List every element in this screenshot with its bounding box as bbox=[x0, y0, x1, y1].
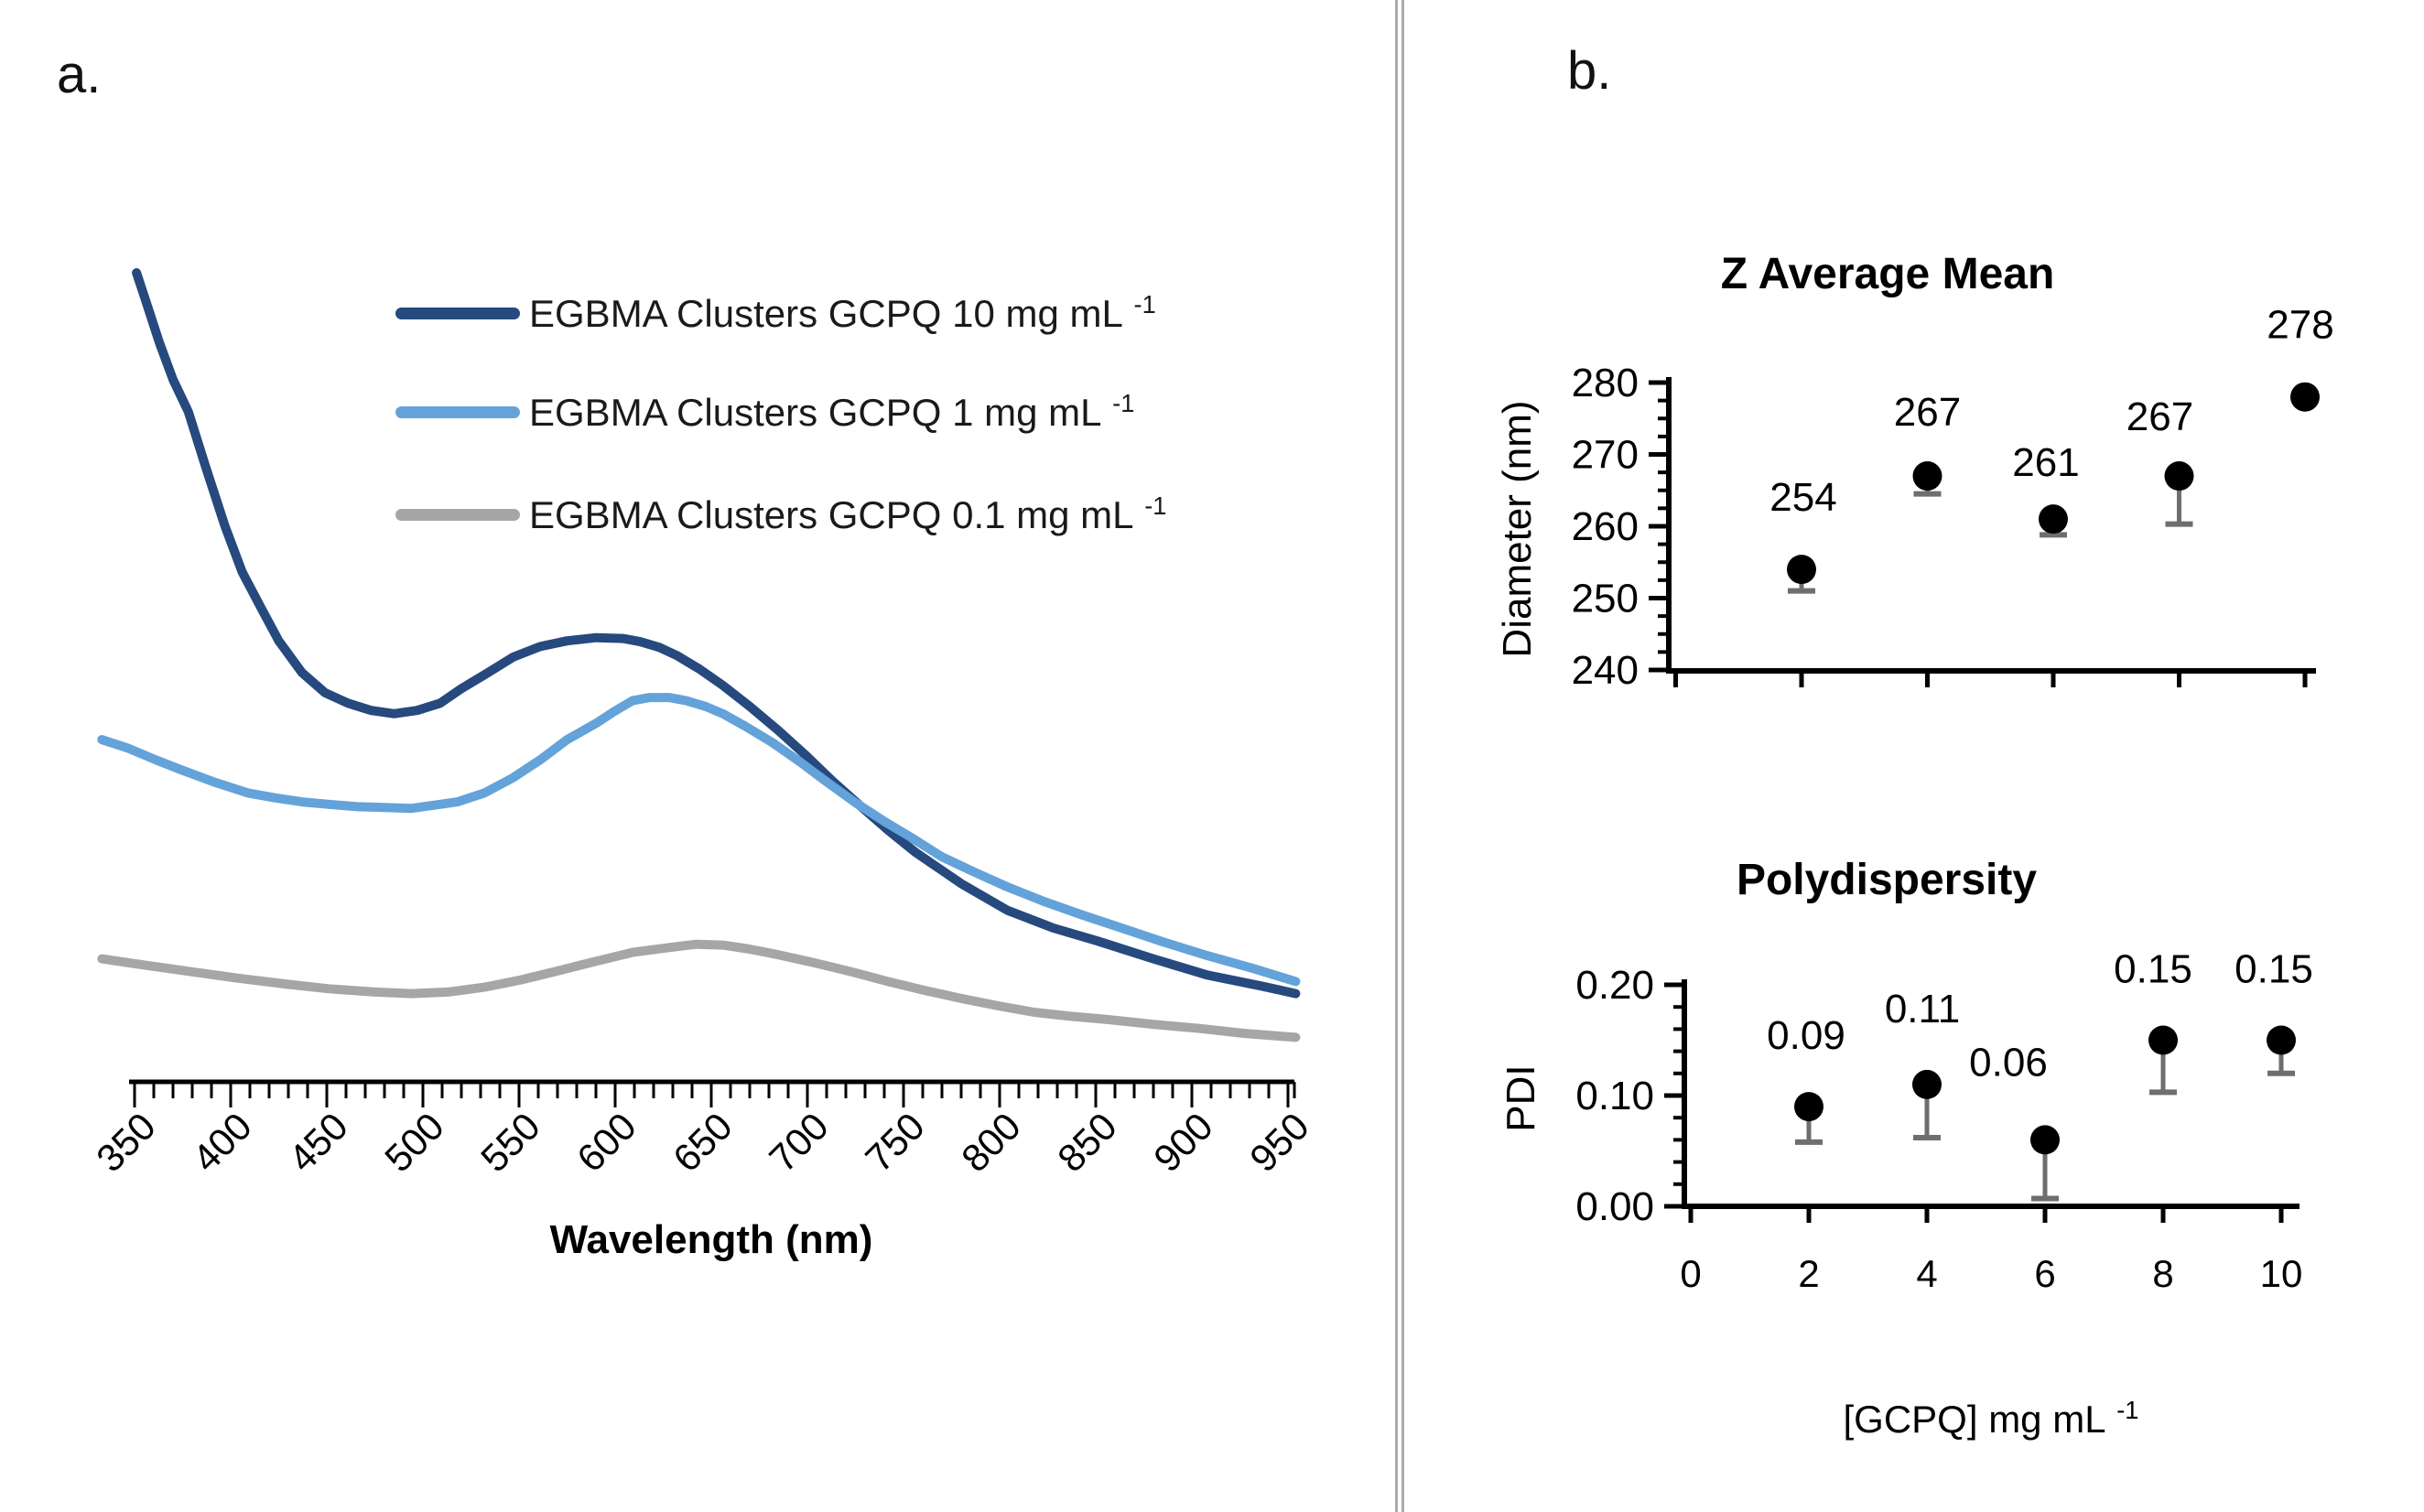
z_average_mean-y-tick-label: 250 bbox=[1572, 577, 1639, 621]
z_average_mean-data-label: 267 bbox=[1894, 390, 1961, 435]
spectra-x-tick-label: 950 bbox=[1241, 1105, 1317, 1181]
legend-item-01mg: EGBMA Clusters GCPQ 0.1 mg mL -1 bbox=[395, 489, 1166, 540]
polydispersity-y-tick-label: 0.10 bbox=[1575, 1074, 1654, 1118]
polydispersity-x-tick-label: 6 bbox=[2034, 1252, 2055, 1295]
polydispersity-data-label: 0.11 bbox=[1885, 987, 1960, 1031]
z_average_mean-data-label: 278 bbox=[2267, 303, 2333, 348]
polydispersity-data-label: 0.15 bbox=[2114, 947, 2192, 992]
polydispersity-x-tick-label: 8 bbox=[2152, 1252, 2173, 1295]
legend-item-10mg: EGBMA Clusters GCPQ 10 mg mL -1 bbox=[395, 287, 1156, 339]
z_average_mean-point bbox=[1787, 555, 1816, 585]
z_average_mean-y-tick-label: 260 bbox=[1572, 504, 1639, 549]
spectra-x-tick-label: 800 bbox=[953, 1105, 1029, 1181]
legend-swatch-lightblue bbox=[395, 405, 520, 418]
gcpq-axis-title: [GCPQ] mg mL -1 bbox=[1843, 1396, 2139, 1441]
panel-divider-line bbox=[1395, 0, 1398, 1512]
polydispersity-point bbox=[2267, 1025, 2296, 1055]
polydispersity-point bbox=[2030, 1125, 2060, 1155]
spectra-series-2 bbox=[97, 939, 1301, 1042]
polydispersity-x-tick-label: 4 bbox=[1916, 1252, 1937, 1295]
polydispersity-point bbox=[1912, 1069, 1942, 1099]
legend-label: EGBMA Clusters GCPQ 1 mg mL -1 bbox=[529, 389, 1135, 434]
polydispersity-y-tick-label: 0.20 bbox=[1575, 963, 1654, 1008]
legend-label: EGBMA Clusters GCPQ 10 mg mL -1 bbox=[529, 290, 1156, 335]
legend-swatch-gray bbox=[395, 508, 520, 521]
legend-swatch-navy bbox=[395, 307, 520, 319]
spectra-x-tick-label: 550 bbox=[472, 1105, 548, 1181]
z_average_mean-point bbox=[1912, 461, 1942, 491]
polydispersity-x-tick-label: 10 bbox=[2260, 1252, 2303, 1295]
spectra-x-tick-label: 900 bbox=[1145, 1105, 1221, 1181]
spectra-x-tick-label: 750 bbox=[857, 1105, 933, 1181]
panel-divider-line bbox=[1401, 0, 1404, 1512]
polydispersity-data-label: 0.09 bbox=[1767, 1013, 1845, 1058]
polydispersity-data-label: 0.06 bbox=[1969, 1040, 2048, 1085]
z_average_mean-y-tick-label: 240 bbox=[1572, 648, 1639, 693]
pdi-axis-title: PDI bbox=[1499, 1064, 1543, 1132]
spectra-x-tick-label: 850 bbox=[1049, 1105, 1125, 1181]
polydispersity-x-tick-label: 2 bbox=[1798, 1252, 1819, 1295]
spectra-x-tick-label: 600 bbox=[568, 1105, 644, 1181]
z_average_mean-point bbox=[2039, 504, 2068, 535]
spectra-x-tick-label: 400 bbox=[184, 1105, 260, 1181]
spectra-x-tick-label: 650 bbox=[665, 1105, 741, 1181]
polydispersity-data-label: 0.15 bbox=[2235, 947, 2313, 992]
polydispersity-point bbox=[2148, 1025, 2178, 1055]
wavelength-axis-title: Wavelength (nm) bbox=[549, 1217, 873, 1262]
panel-b-label: b. bbox=[1567, 41, 1612, 101]
legend-item-1mg: EGBMA Clusters GCPQ 1 mg mL -1 bbox=[395, 386, 1134, 437]
z_average_mean-data-label: 261 bbox=[2012, 440, 2079, 485]
z_average_mean-data-label: 254 bbox=[1769, 475, 1836, 520]
spectra-x-tick-label: 500 bbox=[376, 1105, 452, 1181]
z_average_mean-point bbox=[2164, 461, 2194, 491]
polydispersity-title: Polydispersity bbox=[1736, 856, 2038, 904]
spectra-x-tick-label: 450 bbox=[280, 1105, 356, 1181]
z_average_mean-y-tick-label: 270 bbox=[1572, 433, 1639, 478]
polydispersity-point bbox=[1794, 1092, 1823, 1122]
z_average_mean-y-tick-label: 280 bbox=[1572, 361, 1639, 405]
diameter-axis-title: Diameter (nm) bbox=[1495, 400, 1540, 658]
spectra-x-tick-label: 350 bbox=[88, 1105, 164, 1181]
polydispersity-x-tick-label: 0 bbox=[1680, 1252, 1701, 1295]
z_average_mean-data-label: 267 bbox=[2126, 394, 2193, 439]
z_average_mean-point bbox=[2290, 382, 2320, 412]
spectra-x-tick-label: 700 bbox=[761, 1105, 837, 1181]
polydispersity-y-tick-label: 0.00 bbox=[1575, 1184, 1654, 1229]
spectra-series-0 bbox=[132, 268, 1301, 999]
panel-a-label: a. bbox=[57, 45, 102, 104]
legend-label: EGBMA Clusters GCPQ 0.1 mg mL -1 bbox=[529, 491, 1167, 536]
z-average-title: Z Average Mean bbox=[1720, 250, 2055, 298]
spectra-series-1 bbox=[97, 693, 1301, 987]
